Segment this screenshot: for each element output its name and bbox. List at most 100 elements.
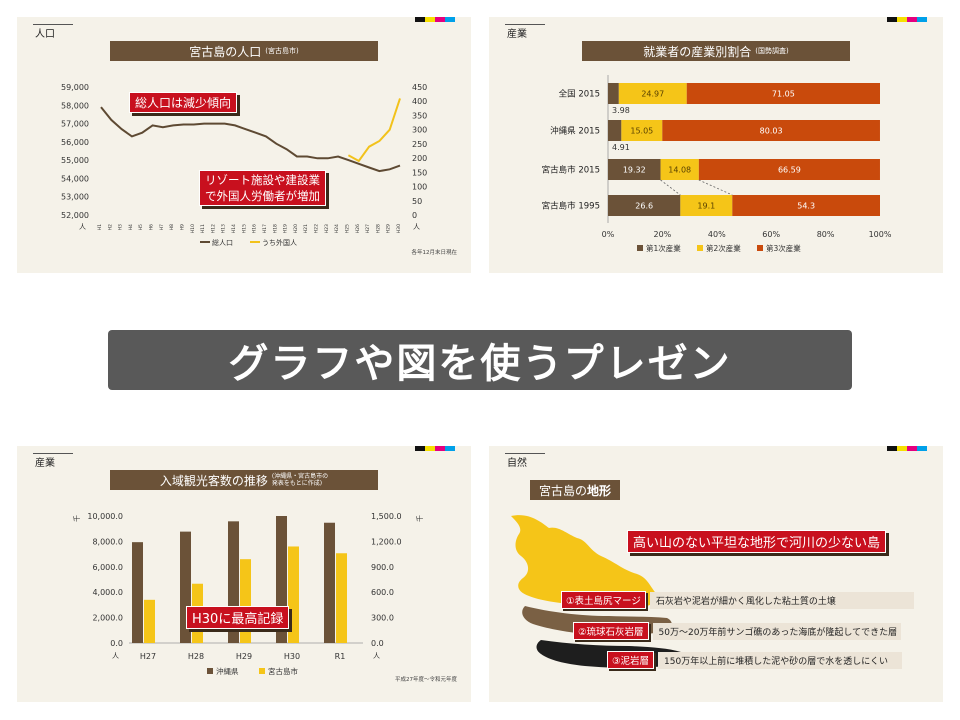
layer-topsoil: ①表土島尻マージ 石灰岩や泥岩が細かく風化した粘土質の土壌: [561, 591, 914, 609]
category-label: 宮古島市 2015: [542, 165, 600, 176]
data-label: 80.03: [760, 127, 783, 136]
slide-tourism[interactable]: 産業 入域観光客数の推移 (沖縄県・宮古島市の 発表をもとに作成) 10,000…: [17, 446, 471, 702]
callout-population-decline: 総人口は減少傾向: [129, 92, 238, 113]
x-tick: H28: [375, 224, 381, 233]
section-label: 産業: [507, 29, 527, 40]
presentation-banner: グラフや図を使うプレゼン: [108, 330, 852, 390]
x-tick: H18: [272, 224, 278, 233]
y-right-tick: 0: [412, 211, 417, 220]
slide-employment[interactable]: 産業 就業者の産業別割合 (国勢調査) 0% 20% 40% 60% 80% 100% 全国…: [489, 17, 943, 273]
x-tick: H23: [324, 224, 330, 233]
footnote: 各年12月末日現在: [411, 250, 458, 256]
unit-right-bottom: 人: [373, 652, 380, 660]
x-tick: H4: [128, 224, 134, 230]
data-label: 24.97: [641, 90, 664, 99]
x-tick: H16: [252, 224, 258, 233]
layer-description: 石灰岩や泥岩が細かく風化した粘土質の土壌: [649, 591, 914, 609]
y-right-tick: 150: [412, 168, 427, 177]
color-swatches: [415, 446, 455, 451]
x-tick: H27: [140, 652, 156, 661]
section-label: 自然: [507, 458, 527, 469]
slide-title-text: 宮古島の: [538, 483, 587, 498]
legend-label: 総人口: [212, 238, 233, 247]
unit-left-top: 千: [72, 515, 81, 522]
y-left-tick: 2,000.0: [92, 614, 123, 623]
callout-foreign-workers: リゾート施設や建設業 で外国人労働者が増加: [199, 170, 326, 206]
layer-description: 150万年以上前に堆積した泥や砂の層で水を透しにくい: [658, 651, 903, 669]
data-label: 19.1: [697, 202, 715, 211]
x-tick: H30: [396, 224, 402, 233]
employment-chart: 0% 20% 40% 60% 80% 100% 全国 2015 3.98 24.97 71.05 沖…: [542, 75, 892, 253]
unit-right: 人: [413, 223, 420, 231]
connector-line: [660, 179, 681, 196]
y-left-tick: 57,000: [61, 120, 89, 129]
y-right-tick: 100: [412, 183, 427, 192]
bar-okinawa: [132, 542, 143, 643]
y-right-tick: 250: [412, 140, 427, 149]
x-tick: 100%: [869, 230, 892, 239]
x-tick: H27: [365, 224, 371, 233]
connector-line: [698, 179, 733, 196]
y-left-tick: 52,000: [61, 211, 89, 220]
y-right-tick: 50: [412, 197, 422, 206]
series-line-total: [100, 106, 401, 173]
y-left-tick: 10,000.0: [87, 512, 123, 521]
y-left-tick: 8,000.0: [92, 537, 123, 546]
x-tick: H17: [262, 224, 268, 233]
x-tick: H6: [149, 224, 155, 230]
x-tick: H20: [293, 224, 299, 233]
slide-population[interactable]: 人口 宮古島の人口 (宮古島市) 59,000 58,000 57,000 56,00…: [17, 17, 471, 273]
y-right-tick: 350: [412, 111, 427, 120]
layer-mudstone: ③泥岩層 150万年以上前に堆積した泥や砂の層で水を透しにくい: [607, 651, 903, 669]
footnote: 平成27年度〜令和元年度: [395, 677, 457, 683]
layer-tag: ③泥岩層: [607, 651, 655, 669]
bar-miyako: [240, 559, 251, 643]
x-tick: H11: [200, 224, 206, 233]
data-label: 15.05: [630, 127, 653, 136]
bar-miyako: [288, 546, 299, 643]
slide-title-text: 宮古島の人口: [189, 44, 262, 59]
bar-miyako: [144, 599, 155, 643]
y-right-tick: 300: [412, 126, 427, 135]
legend-swatch: [259, 668, 265, 674]
y-left-tick: 58,000: [61, 101, 89, 110]
section-rule: [33, 24, 73, 25]
headline-callout: 高い山のない平坦な地形で河川の少ない島: [627, 530, 887, 553]
bar-segment: [621, 120, 663, 141]
x-tick: H15: [241, 224, 247, 233]
x-tick: H22: [314, 224, 320, 233]
section-rule: [33, 453, 73, 454]
layer-description: 50万〜20万年前サンゴ礁のあった海底が隆起してできた層: [652, 622, 901, 640]
color-swatches: [887, 17, 927, 22]
y-left-tick: 55,000: [61, 156, 89, 165]
bar-segment: [660, 159, 699, 180]
legend-swatch: [697, 245, 703, 251]
x-tick: 20%: [654, 230, 672, 239]
legend-label: 第3次産業: [766, 243, 801, 253]
legend-label: 第2次産業: [706, 243, 741, 253]
slide-terrain[interactable]: 自然 宮古島の 地形 高い山のない平坦な地形で河川の少ない島 ①表土島尻マージ 石…: [489, 446, 943, 702]
data-label: 19.32: [623, 166, 646, 175]
x-tick: H5: [138, 224, 144, 230]
bar-okinawa: [276, 516, 287, 643]
bar-okinawa: [324, 522, 335, 643]
x-tick: H1: [97, 224, 103, 230]
y-left-tick: 59,000: [61, 83, 89, 92]
x-tick: H3: [118, 224, 124, 230]
section-label: 人口: [35, 29, 55, 40]
legend-label: 第1次産業: [646, 243, 681, 253]
x-tick: 0%: [602, 230, 615, 239]
y-right-tick: 600.0: [371, 588, 394, 597]
color-swatches: [887, 446, 927, 451]
y-left-tick: 54,000: [61, 174, 89, 183]
legend-label: 宮古島市: [268, 666, 298, 676]
legend-label: うち外国人: [262, 238, 297, 247]
bar-segment: [608, 159, 661, 180]
x-tick: R1: [335, 652, 346, 661]
tourism-chart: 10,000.0 8,000.0 6,000.0 4,000.0 2,000.0 0.0 1…: [72, 512, 424, 676]
x-tick: H29: [236, 652, 252, 661]
x-tick: H2: [107, 224, 113, 230]
bar-segment: [732, 195, 880, 216]
callout-line-2: で外国人労働者が増加: [205, 189, 320, 203]
data-label: 54.3: [797, 202, 815, 211]
